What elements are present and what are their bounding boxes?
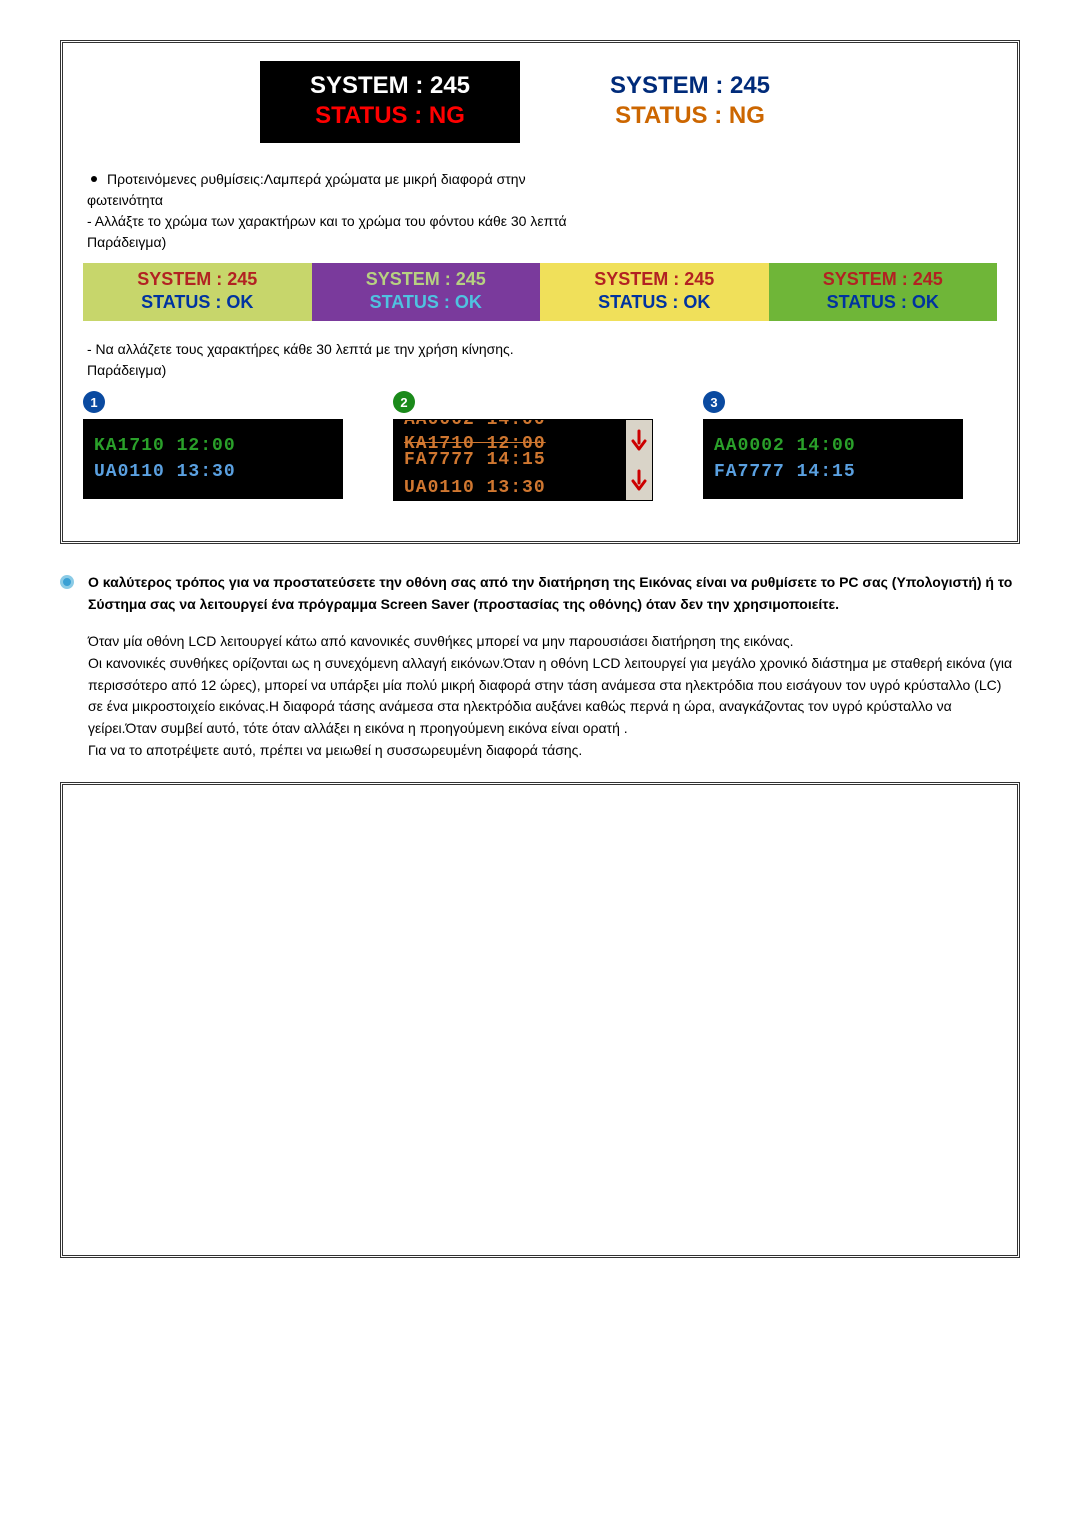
status-label: STATUS : OK <box>769 292 998 313</box>
info-text-block: Ο καλύτερος τρόπος για να προστατεύσετε … <box>88 572 1020 762</box>
system-label: SYSTEM : 245 <box>312 269 541 290</box>
status-label: STATUS : OK <box>83 292 312 313</box>
info-section: Ο καλύτερος τρόπος για να προστατεύσετε … <box>60 572 1020 762</box>
system-label: SYSTEM : 245 <box>769 269 998 290</box>
system-label: SYSTEM : 245 <box>540 269 769 290</box>
text-line: φωτεινότητα <box>87 190 993 211</box>
info-paragraph: Οι κανονικές συνθήκες ορίζονται ως η συν… <box>88 653 1020 740</box>
top-panel-row: SYSTEM : 245 STATUS : NG SYSTEM : 245 ST… <box>83 61 997 143</box>
step-badge: 3 <box>703 391 725 413</box>
status-label: STATUS : OK <box>540 292 769 313</box>
system-label: SYSTEM : 245 <box>261 72 519 100</box>
display-line: AA0002 14:00 <box>404 420 546 430</box>
example-frame: SYSTEM : 245 STATUS : NG SYSTEM : 245 ST… <box>60 40 1020 544</box>
text-line: Παράδειγμα) <box>87 232 993 253</box>
display-line: KA1710 12:00 <box>94 436 332 456</box>
status-label: STATUS : OK <box>312 292 541 313</box>
display-panel: AA0002 14:00 FA7777 14:15 <box>703 419 963 499</box>
status-label: STATUS : NG <box>561 102 819 130</box>
info-bullet-icon <box>60 575 74 589</box>
display-line: UA0110 13:30 <box>404 478 546 498</box>
scroll-arrows <box>626 420 652 500</box>
system-panel-white: SYSTEM : 245 STATUS : NG <box>560 61 820 143</box>
strip-cell: SYSTEM : 245STATUS : OK <box>540 263 769 321</box>
strip-cell: SYSTEM : 245STATUS : OK <box>83 263 312 321</box>
scroll-examples-grid: 1KA1710 12:00UA0110 13:302AA0002 14:00KA… <box>83 391 997 501</box>
text-line: - Να αλλάζετε τους χαρακτήρες κάθε 30 λε… <box>87 339 993 360</box>
scroll-example: 2 AA0002 14:00KA1710 12:00FA7777 14:15UA0… <box>393 391 653 501</box>
system-label: SYSTEM : 245 <box>83 269 312 290</box>
arrow-down-icon <box>631 469 647 491</box>
arrow-down-icon <box>631 429 647 451</box>
text-line: Παράδειγμα) <box>87 360 993 381</box>
info-paragraph: Όταν μία οθόνη LCD λειτουργεί κάτω από κ… <box>88 631 1020 653</box>
display-line: FA7777 14:15 <box>404 450 546 470</box>
four-color-strip: SYSTEM : 245STATUS : OKSYSTEM : 245STATU… <box>83 263 997 321</box>
info-paragraphs: Όταν μία οθόνη LCD λειτουργεί κάτω από κ… <box>88 631 1020 761</box>
status-label: STATUS : NG <box>261 102 519 130</box>
recommendation-block: Προτεινόμενες ρυθμίσεις:Λαμπερά χρώματα … <box>87 169 993 253</box>
display-line: AA0002 14:00 <box>714 436 952 456</box>
text-line: Προτεινόμενες ρυθμίσεις:Λαμπερά χρώματα … <box>107 171 526 187</box>
empty-frame <box>60 782 1020 1258</box>
text-line: - Αλλάξτε το χρώμα των χαρακτήρων και το… <box>87 211 993 232</box>
strip-cell: SYSTEM : 245STATUS : OK <box>769 263 998 321</box>
info-paragraph: Για να το αποτρέψετε αυτό, πρέπει να μει… <box>88 740 1020 762</box>
scroll-example: 3 AA0002 14:00 FA7777 14:15 <box>703 391 963 501</box>
scroll-intro-block: - Να αλλάζετε τους χαρακτήρες κάθε 30 λε… <box>87 339 993 381</box>
list-bullet-icon <box>91 176 97 182</box>
display-panel: KA1710 12:00 UA0110 13:30 <box>83 419 343 499</box>
info-bold-paragraph: Ο καλύτερος τρόπος για να προστατεύσετε … <box>88 572 1020 615</box>
step-badge: 2 <box>393 391 415 413</box>
scroll-example: 1 KA1710 12:00 UA0110 13:30 <box>83 391 343 501</box>
document-page: SYSTEM : 245 STATUS : NG SYSTEM : 245 ST… <box>0 0 1080 1298</box>
display-panel-scrolling: AA0002 14:00KA1710 12:00FA7777 14:15UA01… <box>393 419 653 501</box>
display-line: UA0110 13:30 <box>94 462 332 482</box>
system-panel-black: SYSTEM : 245 STATUS : NG <box>260 61 520 143</box>
step-badge: 1 <box>83 391 105 413</box>
system-label: SYSTEM : 245 <box>561 72 819 100</box>
display-line: FA7777 14:15 <box>714 462 952 482</box>
scroll-viewport: AA0002 14:00KA1710 12:00FA7777 14:15UA01… <box>394 420 626 500</box>
strip-cell: SYSTEM : 245STATUS : OK <box>312 263 541 321</box>
